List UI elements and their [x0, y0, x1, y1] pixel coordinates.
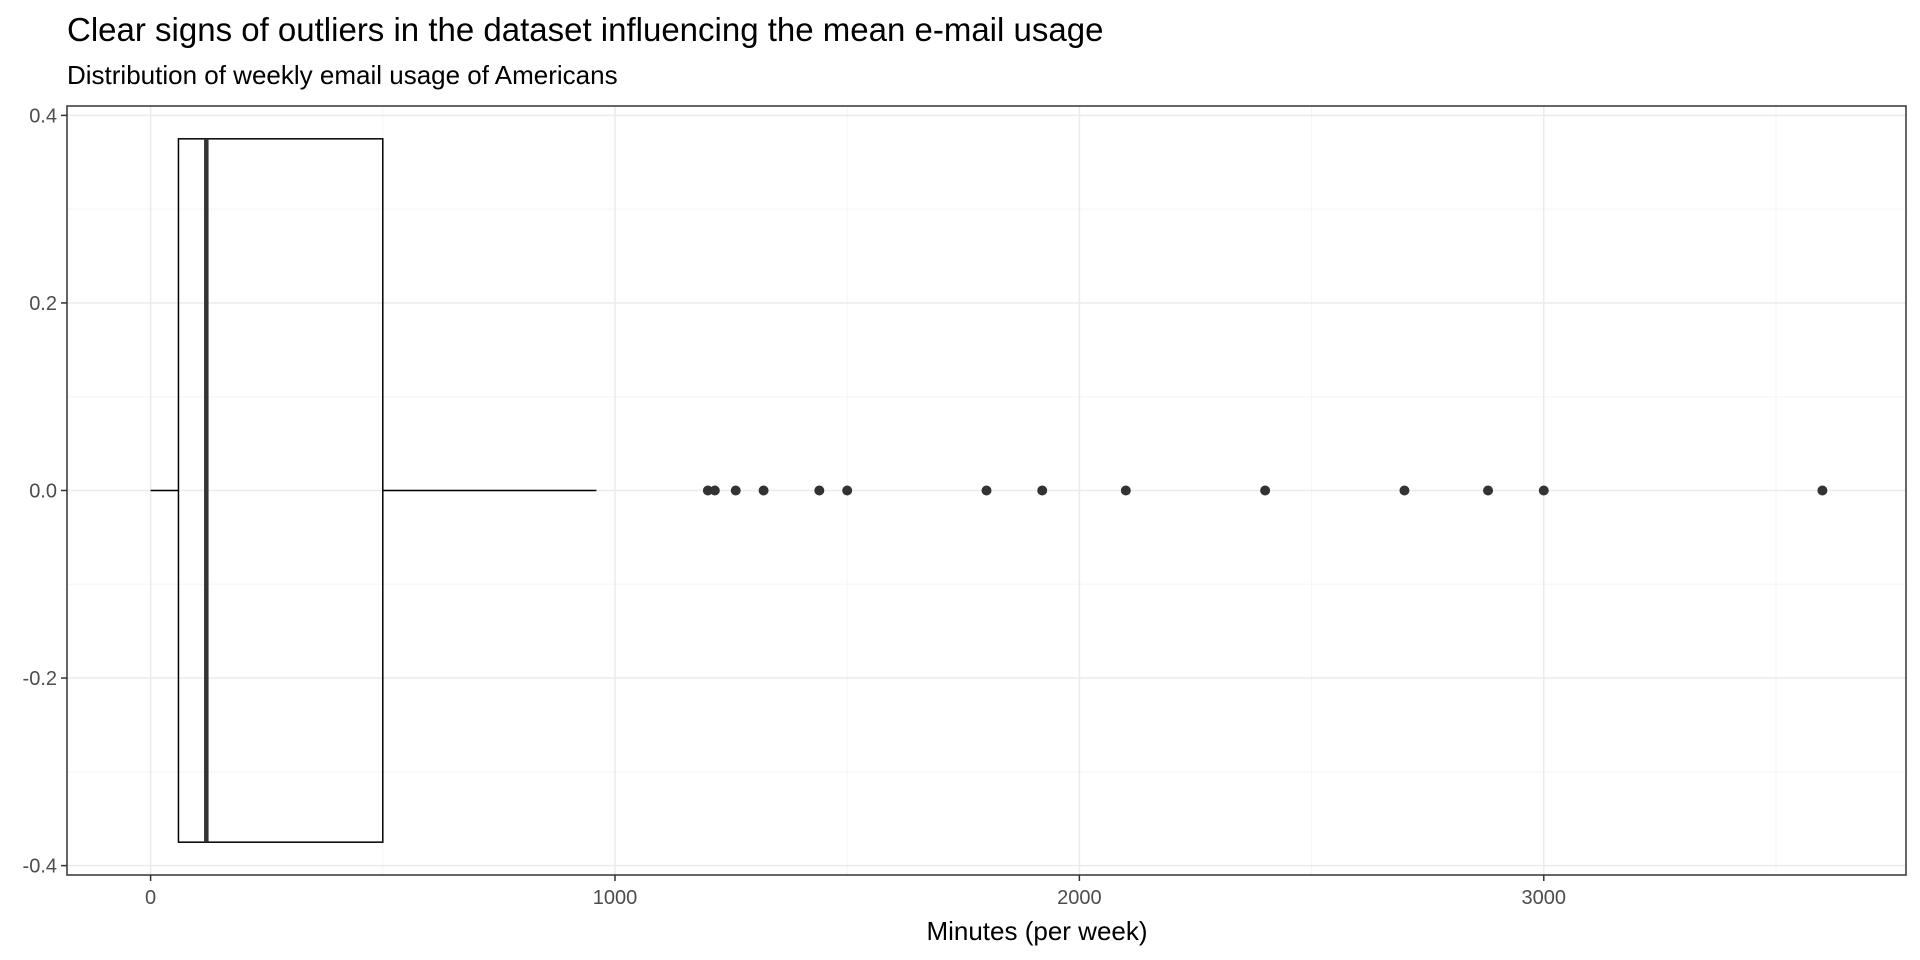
x-tick-label: 3000	[1522, 887, 1567, 909]
outlier-point	[702, 485, 713, 496]
interquartile-box	[177, 138, 384, 843]
outlier-point	[758, 485, 769, 496]
x-axis: 0 1000 2000 3000	[145, 875, 1566, 909]
y-tick-label: 0.0	[29, 481, 57, 503]
outlier-point	[1037, 485, 1048, 496]
chart-subtitle: Distribution of weekly email usage of Am…	[67, 60, 618, 90]
x-tick-label: 0	[145, 887, 156, 909]
chart-title: Clear signs of outliers in the dataset i…	[67, 11, 1103, 48]
x-tick-label: 2000	[1057, 887, 1102, 909]
boxplot-box	[150, 138, 597, 843]
y-axis: -0.4 -0.2 0.0 0.2 0.4	[23, 105, 67, 878]
outlier-point	[709, 485, 720, 496]
y-tick-label: -0.4	[23, 856, 57, 878]
outlier-point	[1817, 485, 1828, 496]
outlier-point	[1260, 485, 1271, 496]
outlier-point	[842, 485, 853, 496]
outlier-point	[1483, 485, 1494, 496]
y-tick-label: -0.2	[23, 668, 57, 690]
outlier-point	[814, 485, 825, 496]
outlier-point	[1120, 485, 1131, 496]
x-tick-label: 1000	[593, 887, 638, 909]
outlier-point	[730, 485, 741, 496]
outlier-point	[1399, 485, 1410, 496]
y-tick-label: 0.4	[29, 105, 57, 127]
x-axis-title: Minutes (per week)	[926, 916, 1147, 946]
outlier-point	[1538, 485, 1549, 496]
outlier-point	[981, 485, 992, 496]
outlier-points	[702, 485, 1828, 496]
y-tick-label: 0.2	[29, 293, 57, 315]
